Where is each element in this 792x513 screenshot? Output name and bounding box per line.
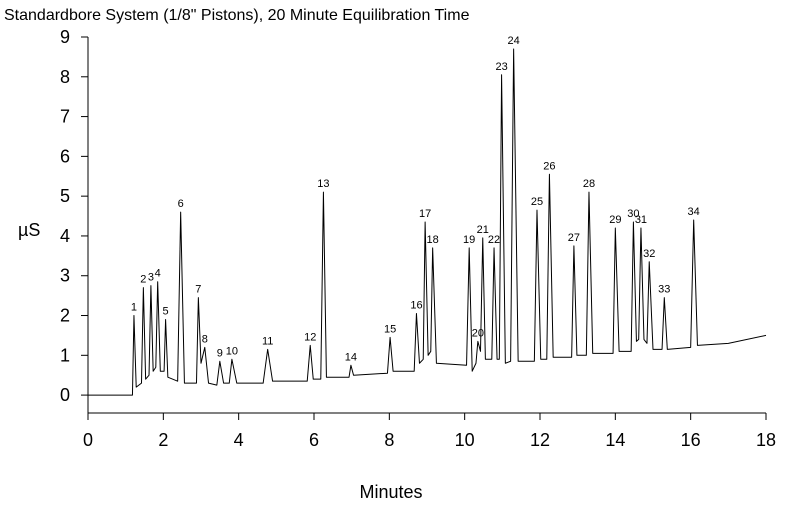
y-tick-label: 1 bbox=[60, 345, 70, 365]
x-axis-label: Minutes bbox=[359, 482, 422, 502]
peak-label: 22 bbox=[488, 234, 500, 246]
peak-label: 7 bbox=[195, 284, 201, 296]
peak-label: 23 bbox=[495, 61, 507, 73]
peak-label: 8 bbox=[202, 333, 208, 345]
peak-label: 1 bbox=[131, 302, 137, 314]
y-tick-label: 4 bbox=[60, 226, 70, 246]
peak-label: 31 bbox=[635, 214, 647, 226]
peak-label: 12 bbox=[304, 331, 316, 343]
peak-label: 18 bbox=[427, 234, 439, 246]
y-tick-label: 7 bbox=[60, 107, 70, 127]
y-tick-label: 9 bbox=[60, 27, 70, 47]
peak-label: 20 bbox=[472, 327, 484, 339]
peak-label: 19 bbox=[463, 234, 475, 246]
peak-label: 2 bbox=[140, 274, 146, 286]
y-tick-label: 6 bbox=[60, 146, 70, 166]
y-tick-label: 3 bbox=[60, 266, 70, 286]
x-tick-label: 4 bbox=[234, 430, 244, 450]
x-tick-label: 2 bbox=[158, 430, 168, 450]
peak-label: 32 bbox=[643, 248, 655, 260]
y-tick-label: 5 bbox=[60, 186, 70, 206]
peak-label: 34 bbox=[688, 206, 700, 218]
x-tick-label: 12 bbox=[530, 430, 550, 450]
peak-label: 26 bbox=[543, 160, 555, 172]
y-tick-label: 2 bbox=[60, 306, 70, 326]
y-axis-label: µS bbox=[18, 220, 40, 240]
peak-label: 27 bbox=[568, 232, 580, 244]
x-tick-label: 18 bbox=[756, 430, 776, 450]
peak-label: 6 bbox=[178, 198, 184, 210]
peak-label: 9 bbox=[217, 347, 223, 359]
y-tick-label: 8 bbox=[60, 67, 70, 87]
x-tick-label: 14 bbox=[605, 430, 625, 450]
peak-label: 28 bbox=[583, 178, 595, 190]
x-tick-label: 6 bbox=[309, 430, 319, 450]
x-tick-label: 0 bbox=[83, 430, 93, 450]
x-tick-label: 8 bbox=[384, 430, 394, 450]
peak-label: 4 bbox=[155, 268, 161, 280]
x-tick-label: 16 bbox=[681, 430, 701, 450]
peak-label: 33 bbox=[658, 284, 670, 296]
trace bbox=[88, 48, 767, 396]
peak-label: 5 bbox=[163, 305, 169, 317]
peak-label: 21 bbox=[477, 224, 489, 236]
peak-label: 11 bbox=[262, 335, 273, 347]
peak-label: 29 bbox=[609, 214, 621, 226]
peak-label: 13 bbox=[317, 178, 329, 190]
peak-label: 3 bbox=[148, 272, 154, 284]
peak-label: 24 bbox=[508, 35, 520, 47]
peak-label: 16 bbox=[410, 300, 422, 312]
peak-label: 17 bbox=[419, 208, 431, 220]
peak-label: 30 bbox=[627, 208, 639, 220]
peak-label: 10 bbox=[226, 345, 238, 357]
y-tick-label: 0 bbox=[60, 385, 70, 405]
peak-label: 15 bbox=[384, 323, 396, 335]
x-tick-label: 10 bbox=[455, 430, 475, 450]
peak-label: 25 bbox=[531, 196, 543, 208]
peak-label: 14 bbox=[345, 351, 357, 363]
chart-title: Standardbore System (1/8" Pistons), 20 M… bbox=[4, 7, 470, 24]
